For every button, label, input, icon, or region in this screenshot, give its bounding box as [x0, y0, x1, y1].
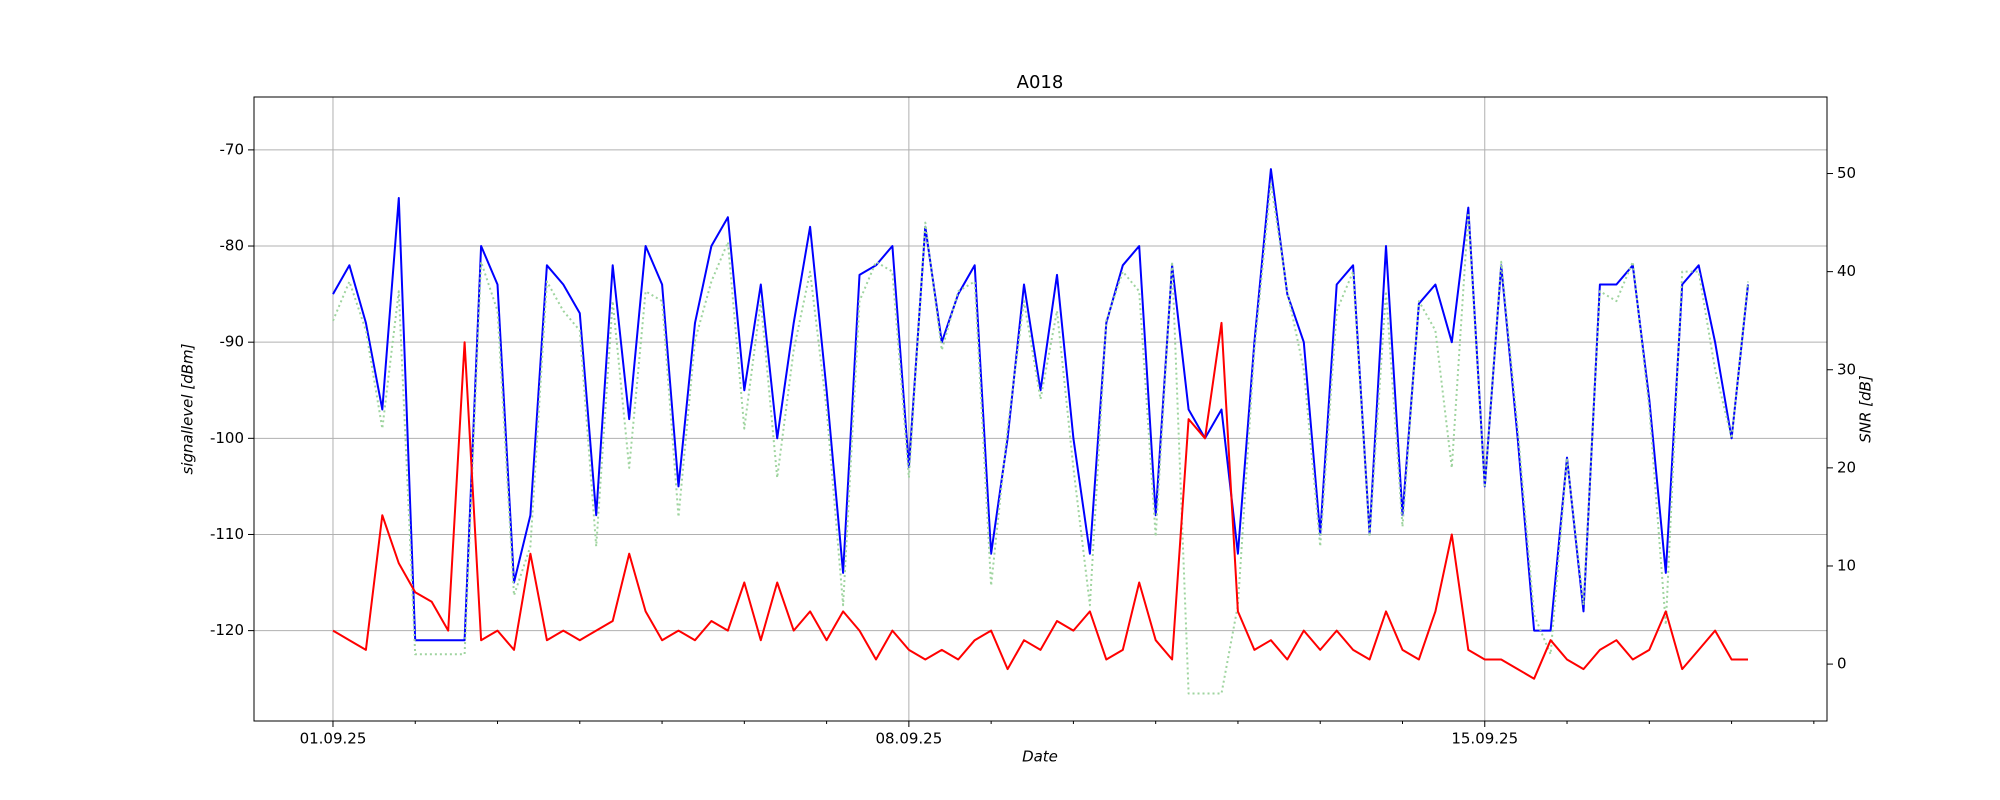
y-tick-label: -70: [220, 140, 245, 158]
plot-frame: [253, 96, 1828, 722]
y2-tick-label: 10: [1837, 556, 1856, 574]
x-tick-label: 15.09.25: [1451, 730, 1518, 748]
y-tick-label: -110: [210, 525, 244, 543]
series-line: [332, 321, 1748, 680]
chart-title: A018: [1017, 72, 1064, 93]
series-line: [332, 182, 1749, 695]
y-tick-label: -100: [210, 429, 244, 447]
y2-tick-label: 30: [1837, 360, 1856, 378]
y-axis-label: signallevel [dBm]: [179, 343, 197, 474]
y2-axis-label: SNR [dB]: [1857, 375, 1875, 443]
x-axis-label: Date: [1022, 748, 1058, 766]
y-tick-label: -120: [210, 621, 244, 639]
y-tick-label: -90: [220, 333, 245, 351]
y-tick-label: -80: [220, 237, 245, 255]
x-tick-label: 08.09.25: [875, 730, 942, 748]
y2-tick-label: 40: [1837, 262, 1856, 280]
series-line: [332, 168, 1749, 642]
x-tick-label: 01.09.25: [300, 730, 367, 748]
y2-tick-label: 50: [1837, 164, 1856, 182]
y2-tick-label: 0: [1837, 655, 1847, 673]
y2-tick-label: 20: [1837, 458, 1856, 476]
